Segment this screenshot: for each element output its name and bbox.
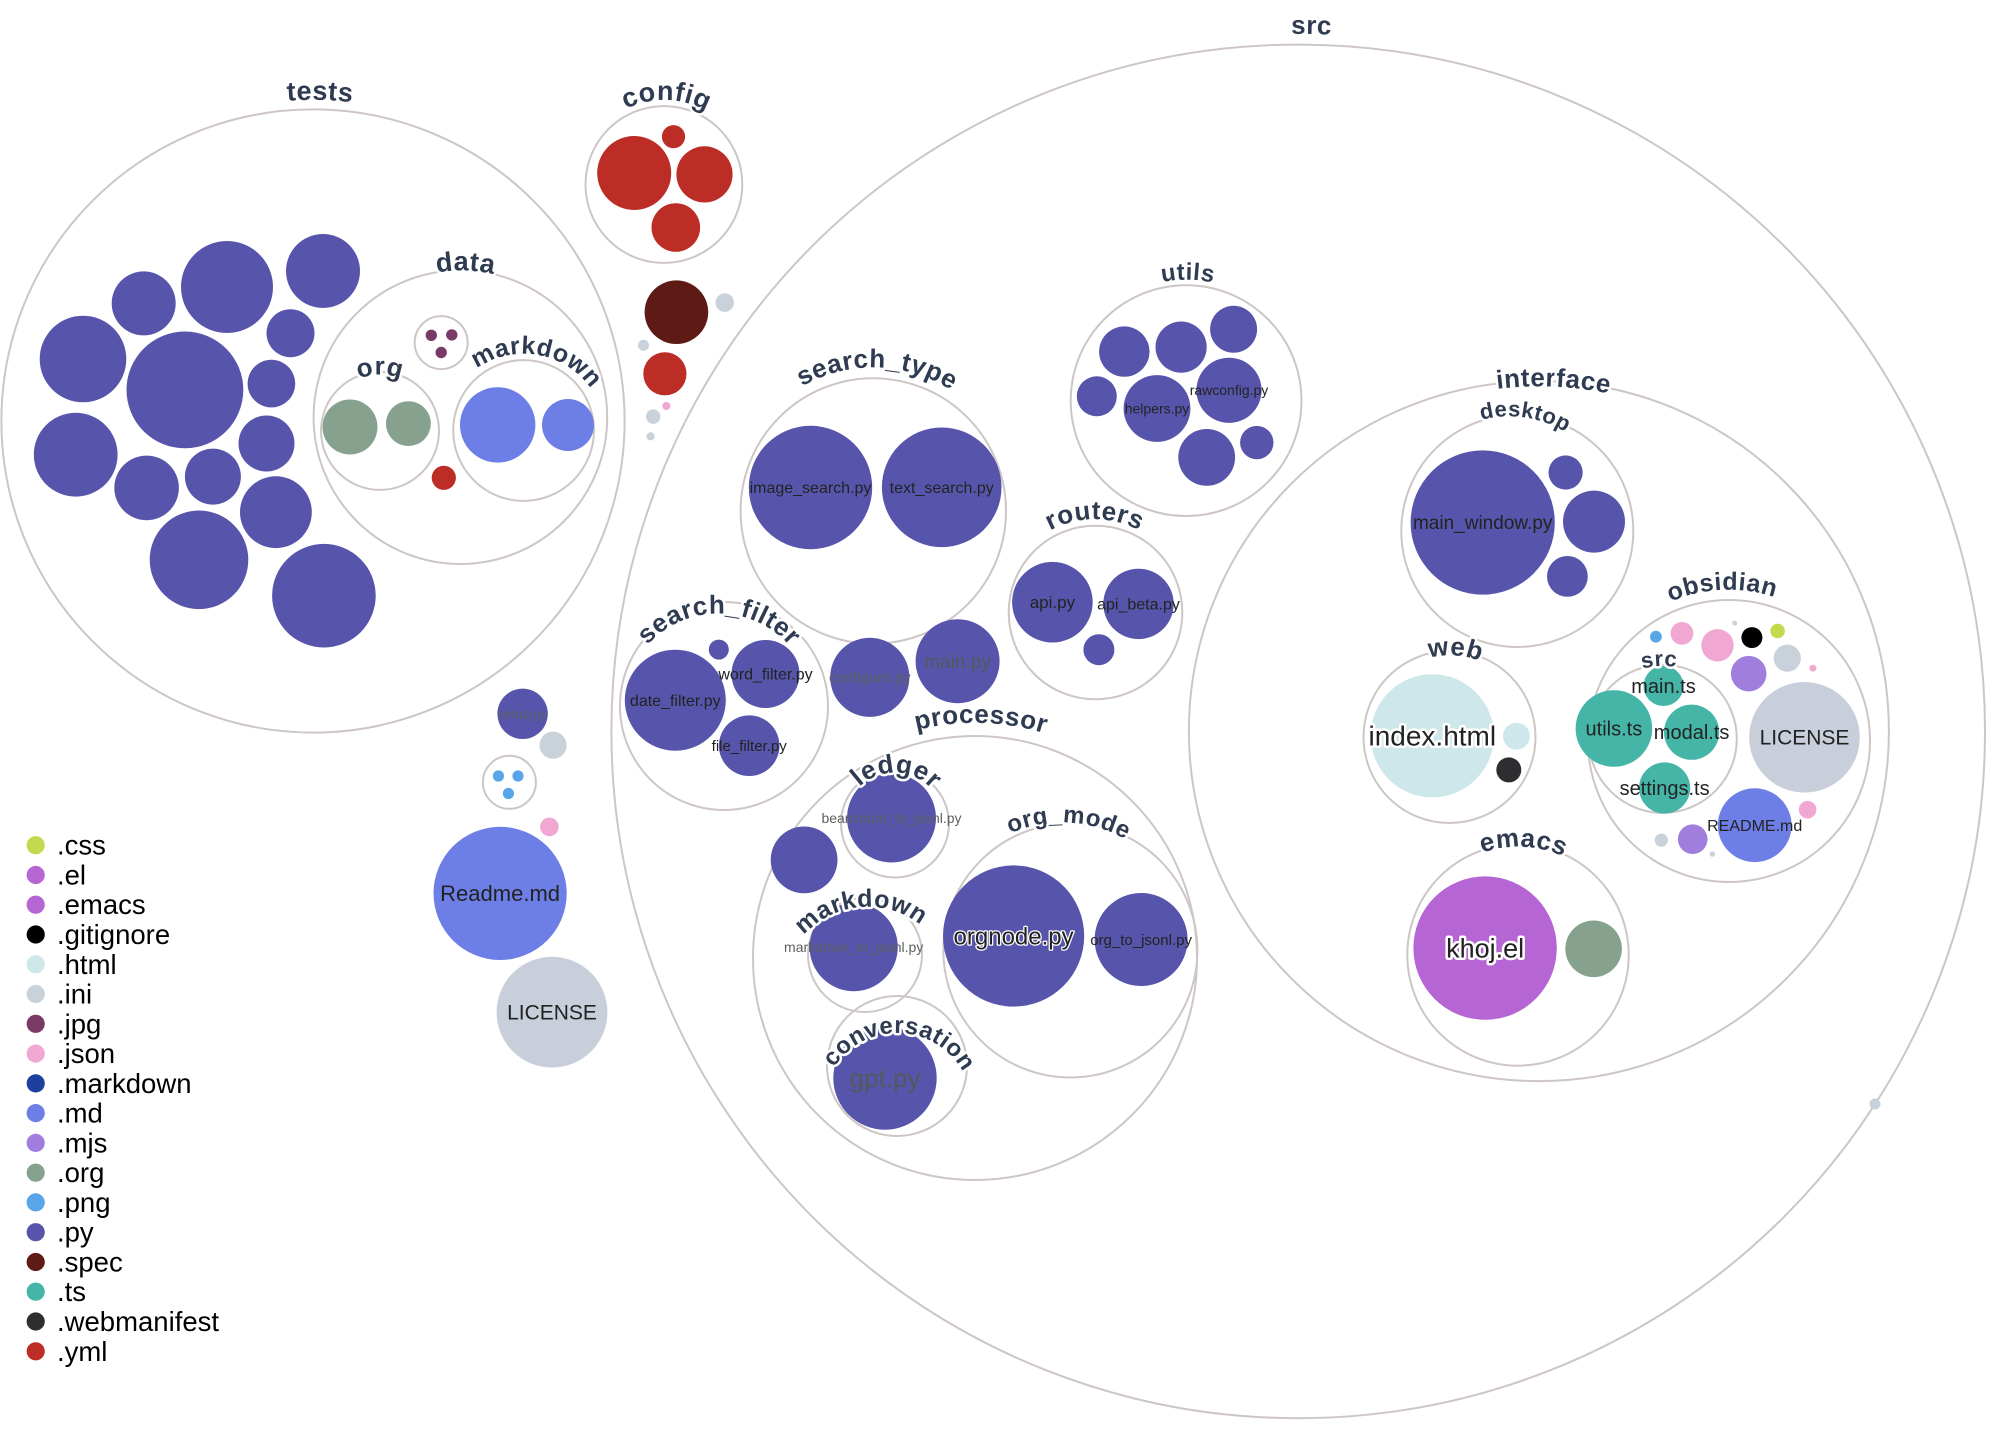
svg-text:utils: utils (1159, 258, 1217, 288)
svg-text:org: org (353, 351, 407, 384)
svg-text:.org: .org (57, 1157, 104, 1188)
svg-text:date_filter.py: date_filter.py (630, 693, 721, 710)
svg-text:.png: .png (57, 1187, 111, 1218)
svg-text:org_to_jsonl.py: org_to_jsonl.py (1090, 932, 1192, 949)
svg-text:api_beta.py: api_beta.py (1097, 597, 1180, 614)
svg-text:khoj.el: khoj.el (1446, 934, 1524, 964)
svg-text:.emacs: .emacs (57, 889, 146, 920)
svg-text:.jpg: .jpg (57, 1008, 101, 1039)
svg-text:word_filter.py: word_filter.py (717, 667, 812, 684)
svg-text:.css: .css (57, 830, 106, 861)
svg-text:web: web (1423, 629, 1487, 666)
svg-text:settings.ts: settings.ts (1620, 778, 1710, 800)
svg-text:beancount_to_jsonl.py: beancount_to_jsonl.py (821, 810, 961, 826)
svg-text:index.html: index.html (1368, 721, 1496, 752)
svg-text:.gitignore: .gitignore (57, 919, 170, 950)
svg-text:tests: tests (285, 75, 355, 108)
svg-text:src: src (1638, 645, 1680, 674)
svg-text:main.ts: main.ts (1631, 676, 1695, 698)
svg-text:api.py: api.py (1030, 593, 1076, 612)
svg-text:rawconfig.py: rawconfig.py (1190, 382, 1269, 398)
svg-text:.html: .html (57, 949, 117, 980)
svg-text:.webmanifest: .webmanifest (57, 1306, 219, 1337)
svg-text:LICENSE: LICENSE (1760, 727, 1850, 750)
svg-text:.md: .md (57, 1098, 103, 1129)
svg-text:helpers.py: helpers.py (1125, 400, 1190, 416)
svg-text:.markdown: .markdown (57, 1068, 192, 1099)
svg-text:orgnode.py: orgnode.py (954, 923, 1074, 950)
svg-text:.el: .el (57, 860, 86, 891)
svg-text:src: src (1291, 10, 1333, 41)
svg-text:setup.py: setup.py (498, 706, 548, 721)
svg-text:markdown_to_jsonl.py: markdown_to_jsonl.py (784, 939, 923, 955)
svg-text:.mjs: .mjs (57, 1127, 107, 1158)
svg-text:utils.ts: utils.ts (1586, 719, 1643, 741)
svg-text:.json: .json (57, 1038, 115, 1069)
svg-text:.ini: .ini (57, 979, 92, 1010)
svg-text:Readme.md: Readme.md (440, 881, 560, 906)
svg-text:modal.ts: modal.ts (1654, 722, 1730, 744)
svg-text:image_search.py: image_search.py (750, 480, 872, 497)
svg-text:main_window.py: main_window.py (1413, 513, 1553, 534)
svg-text:.yml: .yml (57, 1336, 107, 1367)
svg-text:.py: .py (57, 1217, 94, 1248)
svg-text:gpt.py: gpt.py (850, 1063, 921, 1093)
svg-text:configure.py: configure.py (829, 670, 911, 687)
svg-text:LICENSE: LICENSE (507, 1002, 597, 1025)
svg-text:main.py: main.py (924, 652, 991, 673)
svg-text:.spec: .spec (57, 1247, 123, 1278)
svg-text:text_search.py: text_search.py (890, 480, 994, 497)
svg-text:file_filter.py: file_filter.py (712, 738, 788, 755)
svg-text:.ts: .ts (57, 1276, 86, 1307)
svg-text:README.md: README.md (1707, 818, 1802, 835)
svg-text:data: data (433, 245, 498, 280)
